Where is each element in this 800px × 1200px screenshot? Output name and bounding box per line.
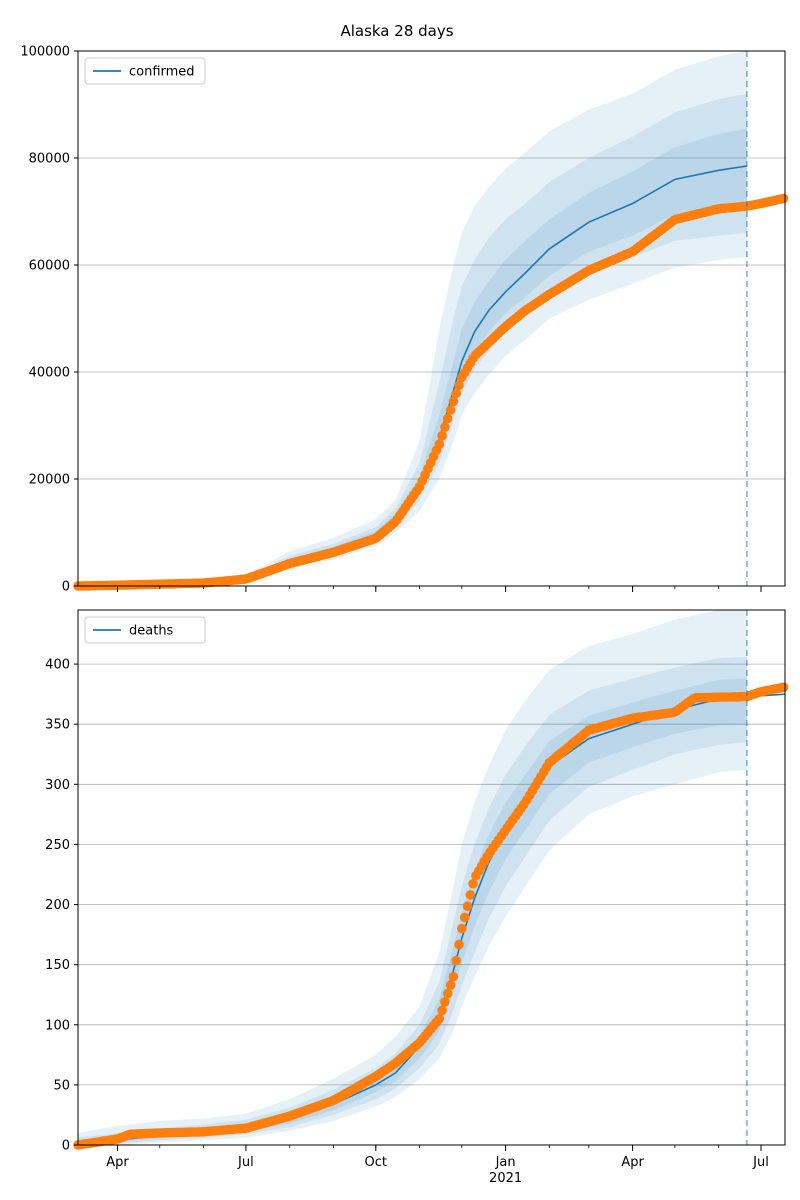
deaths-y-tick-label: 300	[45, 778, 70, 793]
confirmed-observed-point	[448, 396, 459, 407]
confirmed-observed-point	[778, 193, 789, 204]
confirmed-observed-point	[440, 422, 450, 432]
deaths-observed-point	[462, 901, 473, 911]
confirmed-observed-point	[451, 388, 462, 399]
deaths-y-axis: 0 50 100 150 200 250 300 350 400	[45, 658, 78, 1154]
deaths-y-tick-label: 0	[62, 1139, 70, 1154]
deaths-x-tick-label: Jan	[495, 1155, 516, 1170]
deaths-x-tick-label: Jul	[237, 1155, 254, 1170]
confirmed-band-inner	[78, 128, 747, 586]
confirmed-y-tick-label: 60000	[29, 259, 70, 274]
deaths-observed-point	[434, 1014, 445, 1024]
confirmed-observed-point	[442, 413, 453, 424]
confirmed-y-tick-label: 100000	[20, 45, 70, 60]
deaths-observed-point	[778, 682, 789, 692]
deaths-legend-label: deaths	[129, 624, 174, 639]
deaths-axes-frame	[77, 609, 786, 1146]
deaths-observed-point	[448, 971, 459, 982]
deaths-x-tick-label: Jul	[752, 1155, 769, 1170]
deaths-band-middle	[78, 656, 747, 1145]
confirmed-legend-label: confirmed	[129, 65, 195, 80]
deaths-observed-point	[454, 939, 464, 950]
deaths-legend: deaths	[84, 616, 206, 644]
deaths-observed-point	[440, 997, 450, 1007]
confirmed-y-tick-label: 80000	[29, 152, 70, 167]
deaths-y-tick-label: 100	[45, 1018, 70, 1033]
confirmed-legend-box	[84, 57, 206, 85]
deaths-y-tick-label: 350	[45, 718, 70, 733]
figure-title: Alaska 28 days	[340, 22, 453, 40]
deaths-x-tick-label: Oct	[365, 1155, 387, 1170]
deaths-y-tick-label: 200	[45, 898, 70, 913]
deaths-axes-border	[77, 609, 786, 1146]
deaths-x-year-label: 2021	[489, 1171, 522, 1186]
confirmed-x-axis	[117, 586, 762, 592]
confirmed-y-tick-label: 40000	[29, 366, 70, 381]
confirmed-y-tick-label: 20000	[29, 473, 70, 488]
deaths-observed-point	[451, 955, 462, 966]
confirmed-axes-frame	[77, 50, 786, 587]
deaths-x-tick-label: Apr	[621, 1155, 644, 1170]
deaths-observed-point	[468, 878, 478, 889]
deaths-observed-point	[437, 1005, 447, 1016]
deaths-legend-box	[84, 616, 206, 644]
deaths-observed-point	[459, 912, 470, 923]
confirmed-gridlines	[78, 50, 785, 480]
confirmed-observed-point	[454, 380, 464, 391]
confirmed-observed-point	[434, 439, 445, 450]
deaths-y-tick-label: 50	[53, 1078, 70, 1093]
confirmed-uncertainty-bands	[78, 51, 747, 587]
deaths-x-tick-label: Apr	[106, 1155, 129, 1170]
deaths-observed-point	[457, 923, 467, 934]
confirmed-observed-points	[73, 193, 789, 591]
confirmed-band-middle	[78, 93, 747, 587]
deaths-y-tick-label: 400	[45, 658, 70, 673]
deaths-y-tick-label: 250	[45, 838, 70, 853]
confirmed-axes-border	[77, 50, 786, 587]
confirmed-observed-point	[445, 405, 456, 415]
deaths-x-axis: Apr Jul Oct Jan Apr Jul 2021	[106, 1145, 769, 1186]
confirmed-band-outer	[78, 51, 747, 586]
deaths-observed-point	[442, 988, 453, 999]
confirmed-legend: confirmed	[84, 57, 206, 85]
confirmed-observed-point	[437, 430, 447, 441]
confirmed-panel: 0 20000 40000 60000 80000 100000 confirmed	[20, 45, 789, 595]
deaths-y-tick-label: 150	[45, 958, 70, 973]
deaths-observed-point	[445, 980, 456, 990]
deaths-observed-point	[465, 890, 476, 900]
confirmed-y-tick-label: 0	[62, 580, 70, 595]
confirmed-y-axis: 0 20000 40000 60000 80000 100000	[20, 45, 78, 595]
